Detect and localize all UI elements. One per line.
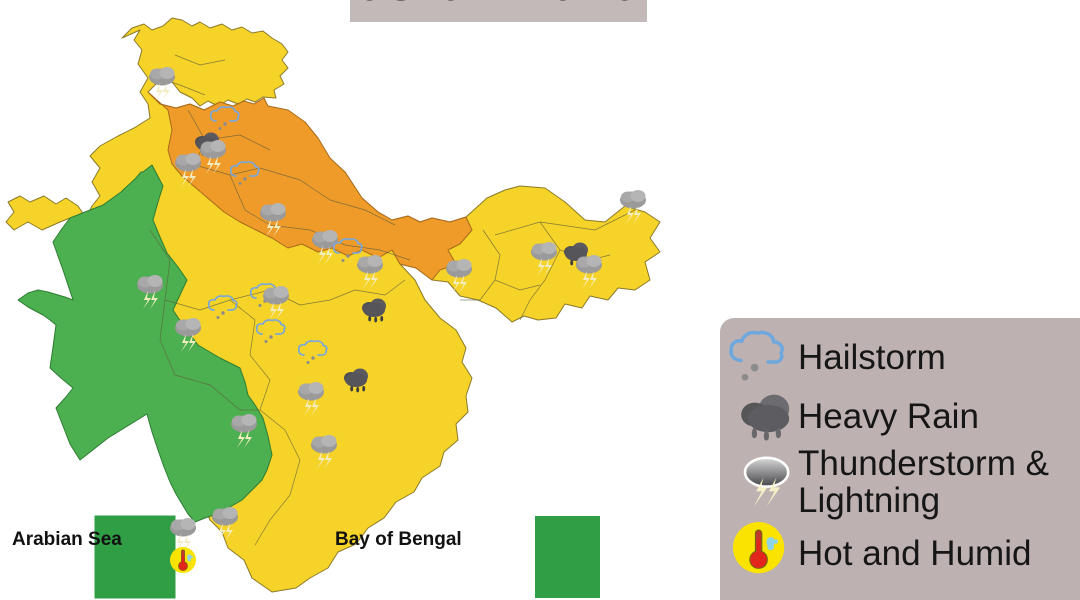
svg-text:Bay of Bengal: Bay of Bengal	[335, 529, 462, 550]
svg-text:Thunderstorm &: Thunderstorm &	[798, 444, 1049, 483]
svg-text:Lightning: Lightning	[798, 481, 940, 520]
svg-text:Hailstorm: Hailstorm	[798, 338, 946, 377]
svg-text:Heavy Rain: Heavy Rain	[798, 397, 979, 436]
svg-text:Arabian Sea: Arabian Sea	[12, 529, 122, 550]
svg-text:Hot and Humid: Hot and Humid	[798, 534, 1031, 573]
